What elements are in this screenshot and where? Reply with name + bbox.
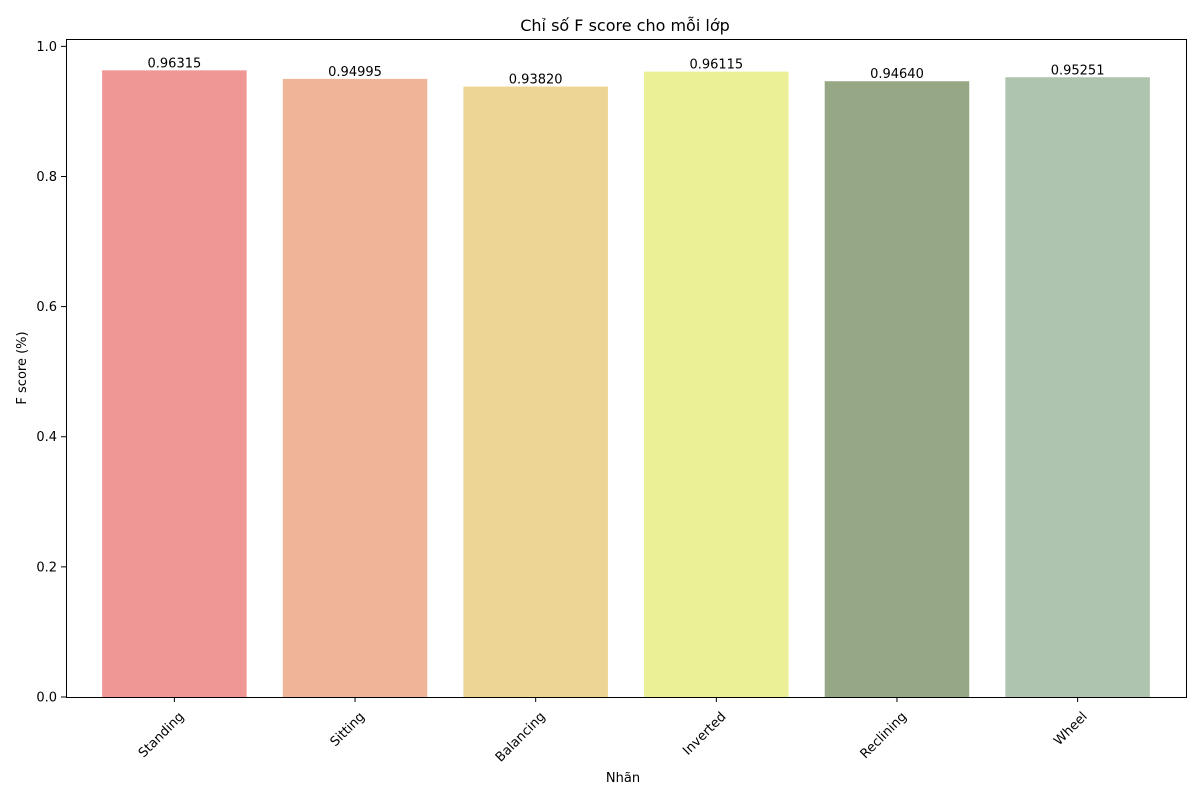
value-label-inverted: 0.96115 xyxy=(689,58,743,73)
value-labels-group: 0.96315 0.94995 0.93820 0.96115 0.94640 0.952… xyxy=(148,56,1105,87)
bar-standing xyxy=(102,70,247,698)
bar-balancing xyxy=(463,86,608,697)
bar-inverted xyxy=(644,71,789,697)
y-tick-label: 1.0 xyxy=(36,40,57,55)
bar-reclining xyxy=(824,81,970,697)
bars-group xyxy=(102,70,1150,698)
bar-sitting xyxy=(282,78,428,697)
y-tick-label: 0.6 xyxy=(36,300,57,315)
y-tick-label: 0.4 xyxy=(36,430,57,445)
plot-frame xyxy=(66,39,1187,698)
value-label-sitting: 0.94995 xyxy=(328,65,382,80)
x-axis-label: Nhãn xyxy=(606,771,640,786)
value-label-reclining: 0.94640 xyxy=(870,67,924,82)
value-label-standing: 0.96315 xyxy=(148,56,202,71)
y-axis-label: F score (%) xyxy=(15,331,30,404)
y-tick-label: 0.2 xyxy=(36,560,57,575)
value-label-balancing: 0.93820 xyxy=(509,73,563,88)
chart-title: Chỉ số F score cho mỗi lớp xyxy=(520,16,730,35)
value-label-wheel: 0.95251 xyxy=(1051,63,1105,78)
y-tick-label: 0.0 xyxy=(36,691,57,706)
y-axis-ticks: 0.0 0.2 0.4 0.6 0.8 1.0 xyxy=(36,40,66,706)
y-tick-label: 0.8 xyxy=(36,170,57,185)
bar-wheel xyxy=(1005,77,1150,697)
